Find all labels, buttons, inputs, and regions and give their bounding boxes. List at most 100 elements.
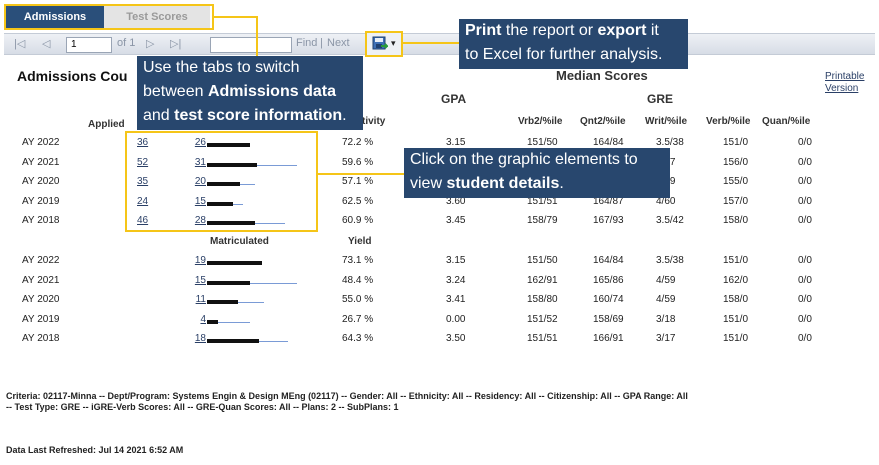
page-number-input[interactable]: 1 <box>66 37 112 53</box>
graphic-highlight-box <box>125 131 318 232</box>
printable-version-link[interactable]: Printable Version <box>825 71 865 94</box>
verb-ile: 157/0 <box>723 195 749 207</box>
count-bar[interactable] <box>207 319 219 324</box>
reference-bar[interactable] <box>207 321 250 323</box>
yield-percent: 73.1 % <box>342 255 374 266</box>
yield-percent: 72.2 % <box>342 137 374 148</box>
verb-ile: 158/0 <box>723 294 749 305</box>
yield-percent: 64.3 % <box>342 333 374 344</box>
applied-header: Applied <box>88 119 125 130</box>
verb-ile: 151/0 <box>723 255 749 266</box>
verb-ile: 158/0 <box>723 215 749 226</box>
find-input[interactable] <box>210 37 292 53</box>
quan-ile: 0/0 <box>798 274 812 286</box>
row-year: AY 2021 <box>22 274 60 286</box>
quan-ile: 0/0 <box>798 333 812 344</box>
export-dropdown-icon[interactable]: ▾ <box>391 38 396 48</box>
next-page-icon[interactable]: ▷ <box>146 38 155 50</box>
verbal-score: 151/50 <box>527 255 558 266</box>
yield-percent: 62.5 % <box>342 195 374 207</box>
matriculated-count-link[interactable]: 15 <box>194 274 206 286</box>
quan-ile: 0/0 <box>798 156 812 168</box>
writ-header: Writ/%ile <box>645 116 688 127</box>
writing-score: 3.5/38 <box>656 255 684 266</box>
last-page-icon[interactable]: ▷| <box>170 38 182 50</box>
verb-ile: 156/0 <box>723 156 749 168</box>
find-next-link[interactable]: Next <box>327 37 350 49</box>
row-year: AY 2019 <box>22 313 60 325</box>
quan-ile: 0/0 <box>798 137 812 148</box>
prev-page-icon[interactable]: ◁ <box>42 38 51 50</box>
find-link[interactable]: Find <box>296 37 318 49</box>
tabs-callout-connector-h <box>214 16 258 18</box>
count-bar[interactable] <box>207 162 258 167</box>
row-year: AY 2021 <box>22 156 60 168</box>
applied-count-link[interactable]: 46 <box>137 215 149 226</box>
reference-bar[interactable] <box>207 282 298 284</box>
criteria-text: Criteria: 02117-Minna -- Dept/Program: S… <box>6 391 688 412</box>
verb-ile: 162/0 <box>723 274 749 286</box>
count-bar[interactable] <box>207 280 250 285</box>
graphic-callout-connector <box>318 173 406 175</box>
row-year: AY 2019 <box>22 195 60 207</box>
qnt-header: Qnt2/%ile <box>580 116 626 127</box>
applied-count-link[interactable]: 35 <box>137 176 149 187</box>
count-bar[interactable] <box>207 300 239 304</box>
gpa-value: 3.15 <box>446 255 466 266</box>
verbal-score: 162/91 <box>527 274 558 286</box>
applied-count-link[interactable]: 36 <box>137 137 149 148</box>
matriculated-count-link[interactable]: 26 <box>194 137 206 148</box>
gpa-value: 3.60 <box>446 195 466 207</box>
yield-percent: 59.6 % <box>342 156 374 168</box>
count-bar[interactable] <box>207 143 250 147</box>
verbal-score: 151/51 <box>527 195 558 207</box>
quant-score: 164/84 <box>593 255 624 266</box>
gpa-value: 3.50 <box>446 333 466 344</box>
verb-ile: 151/0 <box>723 137 749 148</box>
applied-count-link[interactable]: 24 <box>137 195 149 207</box>
applied-count-link[interactable]: 52 <box>137 156 149 168</box>
quant-score: 164/87 <box>593 195 624 207</box>
count-bar[interactable] <box>207 339 260 343</box>
tab-bar: Admissions Test Scores <box>4 4 214 30</box>
quan-ile: 0/0 <box>798 176 812 187</box>
count-bar[interactable] <box>207 201 233 206</box>
writing-score: 3/18 <box>656 313 676 325</box>
matriculated-count-link[interactable]: 15 <box>194 195 206 207</box>
matriculated-count-link[interactable]: 18 <box>194 333 206 344</box>
quan-ile: 0/0 <box>798 313 812 325</box>
count-bar[interactable] <box>207 261 263 265</box>
verb-ile: 151/0 <box>723 333 749 344</box>
quant-score: 166/91 <box>593 333 624 344</box>
count-bar[interactable] <box>207 182 241 186</box>
export-button[interactable]: ▾ <box>365 31 403 57</box>
yield-percent: 26.7 % <box>342 313 374 325</box>
vrb-header: Vrb2/%ile <box>518 116 563 127</box>
matriculated-count-link[interactable]: 19 <box>194 255 206 266</box>
row-year: AY 2018 <box>22 333 60 344</box>
row-year: AY 2018 <box>22 215 60 226</box>
first-page-icon[interactable]: |◁ <box>14 38 26 50</box>
find-separator: | <box>320 37 323 49</box>
writing-score: 3.5/38 <box>656 137 684 148</box>
matriculated-count-link[interactable]: 20 <box>194 176 206 187</box>
matriculated-count-link[interactable]: 28 <box>194 215 206 226</box>
verb-header: Verb/%ile <box>706 116 751 127</box>
count-bar[interactable] <box>207 221 255 225</box>
yield-header: Yield <box>348 236 372 247</box>
admissions-counts-title: Admissions Cou <box>17 68 128 84</box>
tab-test-scores[interactable]: Test Scores <box>104 6 210 28</box>
row-year: AY 2020 <box>22 176 60 187</box>
tab-admissions[interactable]: Admissions <box>6 6 104 28</box>
writing-score: 4/60 <box>656 195 676 207</box>
print-export-callout: Print the report or export it to Excel f… <box>459 19 688 69</box>
gpa-value: 3.45 <box>446 215 466 226</box>
matriculated-count-link[interactable]: 31 <box>194 156 206 168</box>
verb-ile: 151/0 <box>723 313 749 325</box>
matriculated-count-link[interactable]: 11 <box>195 294 206 305</box>
yield-percent: 57.1 % <box>342 176 374 187</box>
row-year: AY 2020 <box>22 294 60 305</box>
verbal-score: 151/50 <box>527 137 558 148</box>
matriculated-count-link[interactable]: 4 <box>200 313 206 325</box>
quan-header: Quan/%ile <box>762 116 811 127</box>
